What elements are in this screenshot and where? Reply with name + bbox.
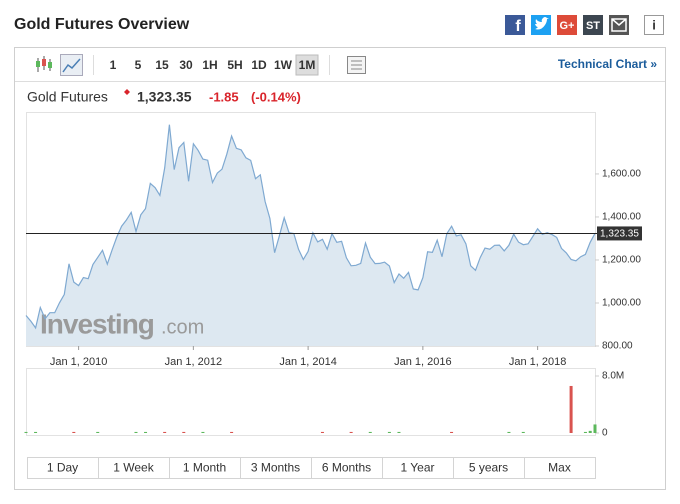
mail-glyph	[611, 18, 627, 32]
volume-bar	[368, 431, 372, 433]
facebook-icon[interactable]	[505, 15, 525, 35]
y-tick-label: 1,400.00	[602, 212, 641, 223]
volume-bar	[397, 431, 401, 433]
down-marker	[124, 89, 130, 95]
volume-bar	[521, 431, 525, 433]
range-label[interactable]: Max	[548, 461, 571, 475]
range-button[interactable]	[524, 457, 596, 479]
interval-button[interactable]: 1H	[202, 58, 217, 72]
page-title: Gold Futures Overview	[14, 16, 190, 33]
y-tick-label: 1,200.00	[602, 255, 641, 266]
info-icon[interactable]	[644, 15, 664, 35]
interval-button[interactable]: 5	[135, 58, 142, 72]
range-label[interactable]: 5 years	[469, 461, 508, 475]
interval-button[interactable]: 1M	[299, 58, 316, 72]
volume-bar	[583, 431, 587, 433]
price-line	[25, 124, 596, 330]
volume-bar	[72, 431, 76, 433]
last-price-label: 1,323.35	[600, 229, 639, 240]
interval-button[interactable]: 30	[179, 58, 193, 72]
google-glyph: G+	[560, 20, 575, 32]
watermark-brand: Investing	[40, 308, 154, 339]
volume-bar	[450, 431, 454, 433]
widget-frame	[14, 47, 666, 490]
x-tick-label: Jan 1, 2010	[50, 356, 108, 368]
area-fill	[26, 124, 595, 346]
interval-button[interactable]: 1W	[274, 58, 293, 72]
stocktwits-icon[interactable]	[583, 15, 603, 35]
plot-frame	[26, 112, 596, 347]
y-tick-label: 8.0M	[602, 371, 624, 382]
range-bar: 1 Day 1 Week 1 Month 3 Months 6 Months 1 Year…	[27, 457, 596, 479]
stocktwits-glyph: ST	[586, 20, 600, 32]
volume-bar	[144, 431, 148, 433]
volume-bar	[182, 431, 186, 433]
candle-body	[36, 61, 40, 67]
volume-bar	[569, 385, 573, 433]
volume-bar	[134, 431, 138, 433]
range-label[interactable]: 1 Day	[47, 461, 78, 475]
volume-bar	[163, 431, 167, 433]
facebook-glyph: f	[515, 18, 521, 35]
y-tick-label: 1,000.00	[602, 298, 641, 309]
range-label[interactable]: 3 Months	[251, 461, 300, 475]
x-tick-label: Jan 1, 2018	[509, 356, 567, 368]
calendar-glyph	[351, 60, 362, 70]
twitter-glyph	[535, 17, 549, 30]
y-tick-label: 1,600.00	[602, 169, 641, 180]
range-label[interactable]: 1 Year	[400, 461, 434, 475]
interval-button[interactable]: 15	[155, 58, 169, 72]
y-tick-label: 800.00	[602, 341, 633, 352]
volume-bar	[593, 424, 597, 433]
volume-bar	[201, 431, 205, 433]
range-label[interactable]: 1 Week	[113, 461, 154, 475]
quote-change: -1.85	[209, 89, 239, 104]
quote-last: 1,323.35	[137, 89, 192, 105]
volume-bar	[230, 431, 234, 433]
area-chart-glyph	[62, 58, 81, 73]
x-tick-label: Jan 1, 2016	[394, 356, 452, 368]
range-label[interactable]: 6 Months	[322, 461, 371, 475]
area-chart-icon[interactable]	[60, 54, 83, 76]
technical-chart-link[interactable]: Technical Chart »	[558, 57, 657, 71]
volume-bar	[34, 431, 38, 433]
interval-bar: 1 5 15 30 1H 5H 1D 1W 1M	[110, 54, 319, 76]
interval-button[interactable]: 1D	[251, 58, 267, 72]
volume-bar	[349, 431, 353, 433]
plot: Investing .com 800.00 1,000.00 1,200.00 1,400…	[24, 112, 642, 439]
candle-body	[42, 59, 46, 66]
watermark-suffix: .com	[161, 316, 204, 338]
volume-bar	[24, 431, 28, 433]
x-tick-label: Jan 1, 2014	[279, 356, 337, 368]
quote-change-pct: (-0.14%)	[251, 89, 301, 104]
volume-frame	[26, 368, 596, 436]
volume-bar	[96, 431, 100, 433]
volume-bar	[387, 431, 391, 433]
volume-bar	[507, 431, 511, 433]
google-icon[interactable]	[557, 15, 577, 35]
last-price-tag	[597, 226, 642, 241]
info-glyph: i	[652, 17, 656, 32]
y-tick-label: 0	[602, 428, 608, 439]
candle-body	[48, 62, 52, 68]
interval-button[interactable]: 1	[110, 58, 117, 72]
volume-bar	[320, 431, 324, 433]
interval-selected	[295, 54, 319, 76]
interval-button[interactable]: 5H	[227, 58, 242, 72]
volume-bar	[588, 430, 592, 433]
range-label[interactable]: 1 Month	[183, 461, 226, 475]
quote-name: Gold Futures	[27, 89, 108, 105]
x-tick-label: Jan 1, 2012	[165, 356, 223, 368]
